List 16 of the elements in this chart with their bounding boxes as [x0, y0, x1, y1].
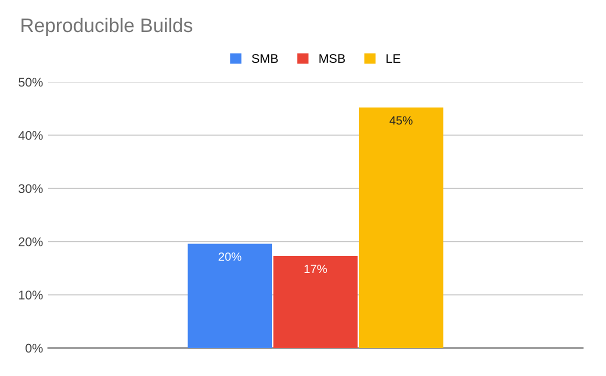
legend-label: SMB — [252, 54, 278, 63]
y-tick-label: 40% — [18, 131, 43, 140]
bar — [358, 108, 444, 348]
data-label: 20% — [218, 252, 242, 261]
bar — [273, 256, 358, 348]
bar — [188, 244, 272, 348]
data-label: 45% — [390, 116, 412, 125]
legend-label: MSB — [320, 54, 345, 63]
legend-label: LE — [386, 54, 400, 63]
y-tick-label: 10% — [19, 290, 43, 300]
y-tick-label: 30% — [18, 184, 43, 194]
data-label: 17% — [304, 264, 327, 274]
y-tick-label: 50% — [18, 78, 43, 87]
chart-title: Reproducible Builds — [22, 18, 192, 36]
y-tick-label: 20% — [18, 237, 43, 246]
y-tick-label: 0% — [26, 344, 43, 353]
